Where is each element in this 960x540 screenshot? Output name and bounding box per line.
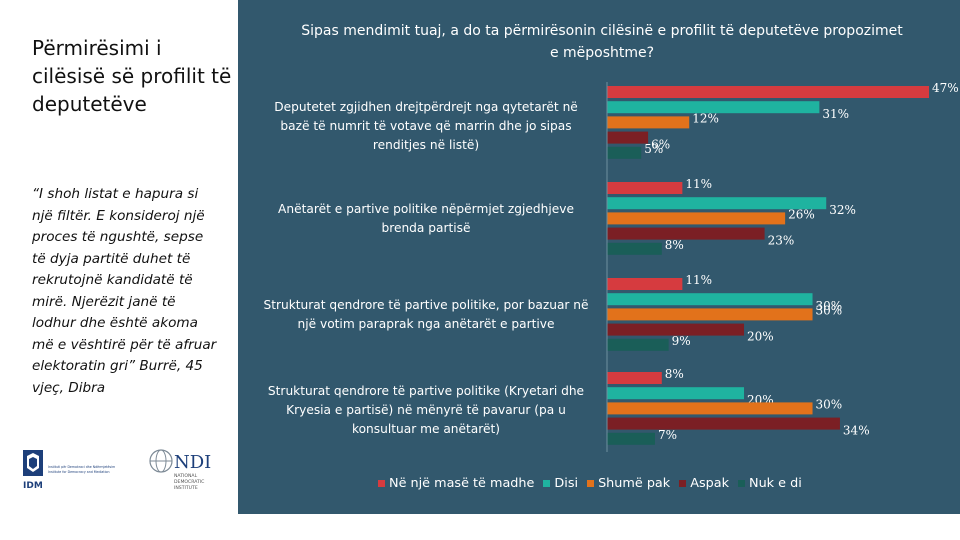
legend-label-2: Disi [554, 475, 579, 491]
data-label-2-3: 26% [788, 207, 815, 221]
ndi-name-line1: NATIONAL [174, 473, 198, 479]
respondent-quote: “I shoh listat e hapura si një filtër. E… [32, 186, 217, 396]
ndi-logo: NDI NATIONAL DEMOCRATIC INSTITUTE [149, 449, 211, 491]
legend-label-4: Aspak [690, 475, 729, 491]
idm-name-line1: Instituti për Demokraci dhe Ndërmjetësim [48, 465, 115, 469]
data-label-2-1: 11% [685, 177, 712, 191]
legend-swatch-3 [587, 479, 595, 487]
data-label-4-4: 34% [843, 424, 870, 438]
data-label-3-2: 30% [816, 299, 843, 313]
bar-2-3 [607, 212, 786, 225]
data-label-1-5: 5% [644, 142, 663, 156]
idm-acronym: IDM [23, 481, 43, 491]
bar-2-2 [607, 197, 827, 210]
chart-legend: Në një masë të madhe Disi Shumë pak Aspak Nu… [378, 474, 811, 492]
bar-1-4 [607, 131, 649, 144]
bar-3-3 [607, 308, 813, 321]
data-label-3-4: 20% [747, 330, 774, 344]
bar-2-1 [607, 182, 683, 194]
bar-2-4 [607, 227, 765, 240]
data-label-4-5: 7% [658, 428, 677, 442]
data-label-1-3: 12% [692, 111, 719, 125]
category-label-3: Strukturat qendrore të partive politike,… [263, 298, 589, 331]
category-label-2: Anëtarët e partive politike nëpërmjet zg… [278, 202, 574, 235]
legend-item-5: Nuk e di [738, 476, 802, 491]
bar-1-1 [607, 86, 929, 98]
legend-swatch-4 [679, 479, 687, 487]
legend-swatch-1 [378, 479, 385, 487]
ndi-name-line3: INSTITUTE [174, 485, 198, 491]
legend-label-3: Shumë pak [598, 475, 671, 491]
bar-2-5 [607, 242, 662, 255]
legend-swatch-2 [543, 479, 551, 487]
bar-3-4 [607, 323, 745, 336]
data-label-3-3: 30% [816, 303, 843, 317]
left-text-panel: Përmirësimi i cilësisë së profilit të de… [0, 0, 238, 540]
legend-swatch-5 [738, 479, 745, 487]
ndi-acronym: NDI [174, 452, 211, 473]
data-label-4-3: 30% [816, 397, 843, 411]
data-label-2-5: 8% [665, 238, 684, 252]
bar-3-1 [607, 278, 683, 290]
ndi-name-line2: DEMOCRATIC [174, 479, 204, 485]
bar-3-2 [607, 293, 813, 306]
bar-4-1 [607, 372, 662, 384]
bar-4-2 [607, 387, 745, 400]
data-label-4-1: 8% [665, 367, 684, 381]
data-label-2-2: 32% [829, 203, 856, 217]
data-label-1-1: 47% [932, 81, 959, 95]
slide-title: Përmirësimi i cilësisë së profilit të de… [32, 36, 232, 116]
bar-4-4 [607, 417, 840, 430]
idm-logo: IDM Instituti për Demokraci dhe Ndërmjet… [23, 450, 115, 491]
data-label-3-1: 11% [685, 273, 712, 287]
idm-name-line2: Institute for Democracy and Mediation [48, 470, 109, 474]
legend-item-1: Në një masë të madhe [378, 476, 534, 491]
bar-4-3 [607, 402, 813, 415]
legend-label-5: Nuk e di [749, 475, 802, 491]
bar-4-5 [607, 432, 655, 445]
category-label-1: Deputetet zgjidhen drejtpërdrejt nga qyt… [274, 100, 578, 152]
partner-logos: IDM Instituti për Demokraci dhe Ndërmjet… [23, 449, 211, 491]
bottom-strip [238, 514, 960, 540]
legend-item-2: Disi [543, 476, 578, 491]
data-label-1-2: 31% [822, 107, 849, 121]
data-label-3-5: 9% [672, 334, 691, 348]
data-label-2-4: 23% [768, 234, 795, 248]
category-label-4: Strukturat qendrore të partive politike … [267, 384, 585, 436]
bar-1-5 [607, 146, 642, 159]
data-label-1-4: 6% [651, 138, 670, 152]
legend-item-3: Shumë pak [587, 476, 670, 491]
legend-item-4: Aspak [679, 476, 729, 491]
bar-3-5 [607, 338, 669, 351]
legend-label-1: Në një masë të madhe [389, 475, 535, 491]
chart-title: Sipas mendimit tuaj, a do ta përmirësoni… [301, 23, 903, 61]
bar-1-2 [607, 101, 820, 114]
bar-1-3 [607, 116, 690, 129]
